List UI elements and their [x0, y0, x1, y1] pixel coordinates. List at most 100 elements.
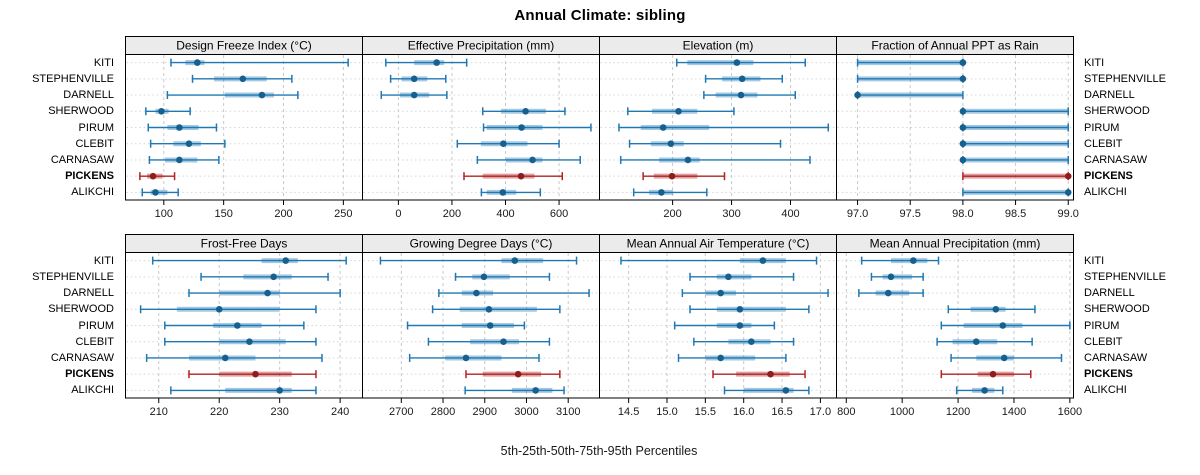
- tick-label-effective-precipitation-mm: 0: [395, 208, 402, 220]
- panel-elevation-m: Elevation (m): [599, 36, 837, 205]
- series-kiti-design-freeze-index-c: [170, 58, 349, 67]
- station-label-left-carnasaw: CARNASAW: [50, 351, 114, 364]
- station-label-left-stephenville: STEPHENVILLE: [32, 72, 114, 85]
- tick-label-fraction-of-annual-ppt-as-rain: 99.0: [1057, 208, 1079, 220]
- station-label-left-darnell: DARNELL: [63, 287, 114, 300]
- tick-label-elevation-m: 200: [663, 208, 682, 220]
- series-pirum-mean-annual-air-temperature-c: [673, 321, 776, 330]
- series-pickens-effective-precipitation-mm: [463, 172, 564, 181]
- tick-label-mean-annual-air-temperature-c: 15.5: [694, 406, 717, 418]
- tick-label-fraction-of-annual-ppt-as-rain: 97.5: [899, 208, 921, 220]
- tick-label-mean-annual-air-temperature-c: 14.5: [617, 406, 640, 418]
- station-label-left-pickens: PICKENS: [65, 170, 114, 183]
- tick-label-frost-free-days: 220: [210, 406, 229, 418]
- series-clebit-effective-precipitation-mm: [456, 139, 560, 148]
- tick-label-effective-precipitation-mm: 400: [496, 208, 515, 220]
- tick-label-effective-precipitation-mm: 200: [442, 208, 462, 220]
- tick-label-frost-free-days: 210: [149, 406, 168, 418]
- station-label-right-darnell: DARNELL: [1084, 287, 1135, 300]
- station-label-right-kiti: KITI: [1084, 56, 1105, 69]
- series-pickens-fraction-of-annual-ppt-as-rain: [962, 172, 1072, 181]
- strip-title-mean-annual-air-temperature-c: Mean Annual Air Temperature (°C): [627, 237, 810, 251]
- station-label-right-kiti: KITI: [1084, 254, 1105, 267]
- station-label-left-carnasaw: CARNASAW: [50, 153, 114, 166]
- series-darnell-effective-precipitation-mm: [380, 91, 448, 100]
- series-stephenville-effective-precipitation-mm: [389, 74, 447, 83]
- series-clebit-growing-degree-days-c: [427, 337, 551, 346]
- strip-title-frost-free-days: Frost-Free Days: [201, 237, 288, 251]
- panel-mean-annual-precipitation-mm: Mean Annual Precipitation (mm): [836, 234, 1074, 403]
- station-label-right-pickens: PICKENS: [1084, 170, 1133, 183]
- series-carnasaw-elevation-m: [619, 155, 811, 164]
- series-alikchi-mean-annual-air-temperature-c: [723, 386, 810, 395]
- series-carnasaw-mean-annual-air-temperature-c: [677, 353, 787, 362]
- tick-label-fraction-of-annual-ppt-as-rain: 98.0: [952, 208, 974, 220]
- tick-label-mean-annual-air-temperature-c: 17.0: [809, 406, 832, 418]
- series-clebit-frost-free-days: [164, 337, 317, 346]
- series-sherwood-frost-free-days: [139, 305, 317, 314]
- panel-design-freeze-index-c: Design Freeze Index (°C): [125, 36, 363, 205]
- series-alikchi-effective-precipitation-mm: [480, 188, 542, 197]
- tick-label-frost-free-days: 240: [330, 406, 350, 418]
- station-label-left-clebit: CLEBIT: [75, 335, 114, 348]
- tick-label-mean-annual-precipitation-mm: 1000: [889, 406, 915, 418]
- station-label-left-sherwood: SHERWOOD: [48, 303, 114, 316]
- tick-label-elevation-m: 300: [722, 208, 741, 220]
- tick-label-mean-annual-precipitation-mm: 1200: [945, 406, 971, 418]
- strip-title-effective-precipitation-mm: Effective Precipitation (mm): [408, 39, 555, 53]
- series-alikchi-mean-annual-precipitation-mm: [955, 386, 1004, 395]
- panel-mean-annual-air-temperature-c: Mean Annual Air Temperature (°C): [599, 234, 837, 403]
- series-carnasaw-effective-precipitation-mm: [476, 155, 581, 164]
- series-clebit-mean-annual-precipitation-mm: [936, 337, 1033, 346]
- series-stephenville-design-freeze-index-c: [191, 74, 293, 83]
- station-label-right-alikchi: ALIKCHI: [1084, 186, 1127, 199]
- tick-label-growing-degree-days-c: 2900: [472, 406, 497, 418]
- tick-label-frost-free-days: 230: [270, 406, 289, 418]
- series-pickens-growing-degree-days-c: [465, 370, 561, 379]
- station-label-right-pirum: PIRUM: [1084, 319, 1120, 332]
- tick-label-effective-precipitation-mm: 600: [549, 208, 569, 220]
- series-kiti-frost-free-days: [151, 256, 347, 265]
- series-clebit-mean-annual-air-temperature-c: [693, 337, 795, 346]
- series-sherwood-mean-annual-air-temperature-c: [689, 305, 810, 314]
- station-label-right-pickens: PICKENS: [1084, 368, 1133, 381]
- panel-effective-precipitation-mm: Effective Precipitation (mm): [362, 36, 600, 205]
- series-stephenville-elevation-m: [704, 74, 784, 83]
- series-kiti-fraction-of-annual-ppt-as-rain: [856, 58, 967, 67]
- series-kiti-effective-precipitation-mm: [385, 58, 468, 67]
- station-label-right-clebit: CLEBIT: [1084, 137, 1123, 150]
- series-darnell-growing-degree-days-c: [438, 289, 590, 298]
- series-darnell-mean-annual-air-temperature-c: [681, 289, 829, 298]
- station-label-left-alikchi: ALIKCHI: [71, 186, 114, 199]
- series-darnell-fraction-of-annual-ppt-as-rain: [854, 91, 964, 100]
- strip-title-growing-degree-days-c: Growing Degree Days (°C): [410, 237, 553, 251]
- series-alikchi-design-freeze-index-c: [141, 188, 179, 197]
- series-alikchi-growing-degree-days-c: [464, 386, 565, 395]
- tick-label-mean-annual-air-temperature-c: 15.0: [656, 406, 678, 418]
- series-pirum-growing-degree-days-c: [406, 321, 526, 330]
- chart-title: Annual Climate: sibling: [514, 7, 686, 24]
- station-label-left-pirum: PIRUM: [78, 121, 114, 134]
- station-label-right-darnell: DARNELL: [1084, 89, 1135, 102]
- series-stephenville-mean-annual-precipitation-mm: [870, 272, 924, 281]
- station-label-right-clebit: CLEBIT: [1084, 335, 1123, 348]
- series-kiti-mean-annual-precipitation-mm: [860, 256, 940, 265]
- series-carnasaw-mean-annual-precipitation-mm: [950, 353, 1063, 362]
- tick-label-fraction-of-annual-ppt-as-rain: 98.5: [1004, 208, 1027, 220]
- series-pirum-effective-precipitation-mm: [482, 123, 592, 132]
- series-sherwood-design-freeze-index-c: [145, 107, 191, 116]
- strip-title-fraction-of-annual-ppt-as-rain: Fraction of Annual PPT as Rain: [871, 39, 1038, 53]
- tick-label-mean-annual-precipitation-mm: 1600: [1057, 406, 1083, 418]
- station-label-right-carnasaw: CARNASAW: [1084, 351, 1148, 364]
- station-label-left-alikchi: ALIKCHI: [71, 384, 114, 397]
- station-label-left-stephenville: STEPHENVILLE: [32, 270, 114, 283]
- station-label-left-pickens: PICKENS: [65, 368, 114, 381]
- series-alikchi-frost-free-days: [170, 386, 317, 395]
- series-carnasaw-design-freeze-index-c: [148, 155, 220, 164]
- series-pickens-design-freeze-index-c: [139, 172, 176, 181]
- tick-label-growing-degree-days-c: 3100: [555, 406, 581, 418]
- station-label-right-sherwood: SHERWOOD: [1084, 105, 1150, 118]
- strip-title-mean-annual-precipitation-mm: Mean Annual Precipitation (mm): [870, 237, 1041, 251]
- series-pickens-frost-free-days: [188, 370, 317, 379]
